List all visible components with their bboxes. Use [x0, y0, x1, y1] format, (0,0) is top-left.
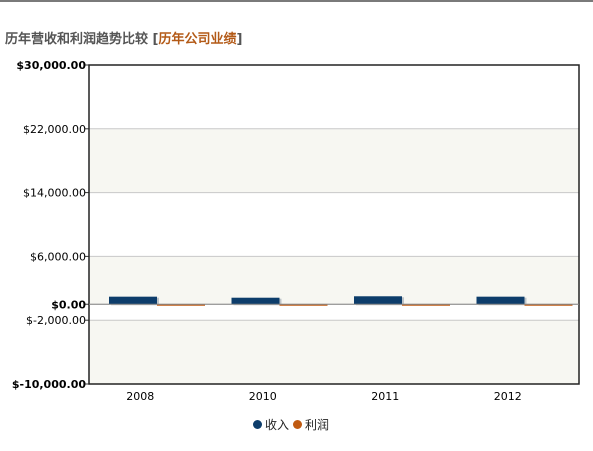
- section-title: 历年营收和利润趋势比较: [5, 32, 149, 47]
- y-tick-label: $0.00: [51, 298, 86, 311]
- company-performance-link[interactable]: 历年公司业绩: [158, 32, 237, 47]
- y-tick-label: $14,000.00: [23, 187, 86, 200]
- bar-profit-2008: [157, 304, 205, 306]
- bar-revenue-2012: [476, 296, 525, 305]
- legend-dot-icon: [293, 420, 303, 429]
- grid-band: [89, 320, 579, 384]
- x-tick-label: 2011: [371, 390, 399, 403]
- bar-revenue-2008: [109, 296, 157, 305]
- y-tick-label: $-10,000.00: [12, 378, 86, 391]
- y-tick-label: $6,000.00: [30, 250, 86, 263]
- bar-profit-2010: [279, 304, 328, 306]
- legend-label: 收入: [265, 418, 290, 432]
- bar-profit-2011: [402, 304, 450, 306]
- top-border: [0, 0, 593, 2]
- section-header: 历年营收和利润趋势比较 [历年公司业绩]: [5, 28, 242, 47]
- bar-revenue-2010: [231, 297, 280, 305]
- grid-band: [89, 128, 579, 193]
- legend-item[interactable]: 收入: [253, 416, 289, 433]
- x-tick-label: 2010: [249, 390, 277, 403]
- x-tick-label: 2012: [494, 390, 522, 403]
- bar-profit-2012: [524, 304, 573, 306]
- bar-revenue-2011: [354, 296, 402, 305]
- y-tick-label: $30,000.00: [16, 59, 86, 72]
- chart-legend: 收入 利润: [253, 416, 333, 433]
- grid-band: [89, 256, 579, 305]
- plot-border: [88, 64, 580, 385]
- legend-dot-icon: [253, 420, 262, 429]
- y-tick-label: $-2,000.00: [26, 314, 86, 327]
- x-tick-label: 2008: [126, 390, 154, 403]
- bracket-close: ]: [236, 32, 243, 47]
- y-tick-label: $22,000.00: [23, 123, 86, 136]
- legend-item[interactable]: 利润: [293, 416, 329, 433]
- bracket-open: [: [152, 32, 159, 47]
- legend-label: 利润: [305, 418, 330, 432]
